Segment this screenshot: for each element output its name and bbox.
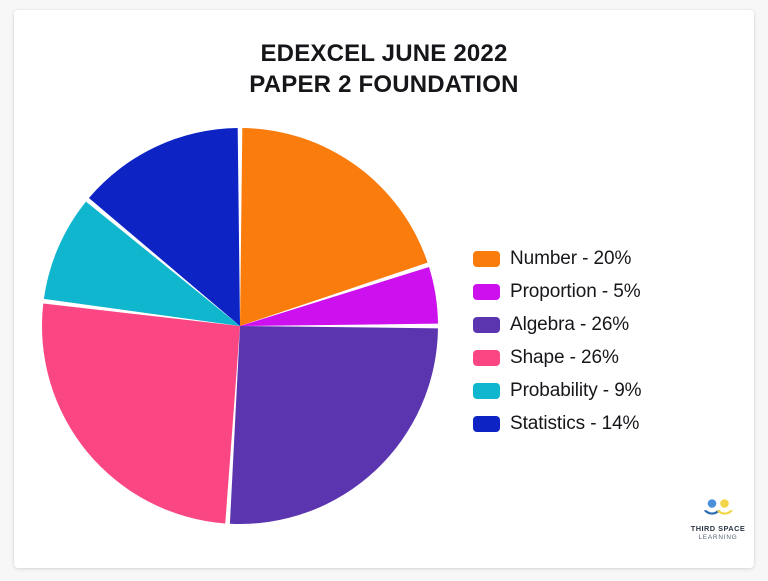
legend-swatch-shape	[473, 349, 500, 366]
legend-label-proportion: Proportion - 5%	[510, 280, 641, 302]
title-line-2: PAPER 2 FOUNDATION	[249, 71, 519, 98]
pie-chart	[30, 116, 450, 536]
third-space-learning-icon	[703, 499, 734, 515]
page-title: EDEXCEL JUNE 2022 PAPER 2 FOUNDATION	[14, 38, 754, 100]
legend-item-algebra[interactable]: Algebra - 26%	[473, 308, 723, 341]
pie-chart-svg	[41, 128, 438, 524]
legend-swatch-proportion	[473, 283, 500, 300]
pie-slice-proportion[interactable]	[240, 267, 438, 326]
legend-item-statistics[interactable]: Statistics - 14%	[473, 407, 723, 440]
pie-slice-shape[interactable]	[41, 303, 240, 524]
legend-label-statistics: Statistics - 14%	[510, 412, 640, 434]
legend-swatch-probability	[473, 382, 500, 399]
brand-subtitle: LEARNING	[698, 534, 738, 541]
pie-slice-probability[interactable]	[43, 201, 241, 326]
title-line-1: EDEXCEL JUNE 2022	[260, 40, 508, 67]
legend-item-probability[interactable]: Probability - 9%	[473, 374, 723, 407]
pie-slice-number[interactable]	[240, 128, 428, 326]
legend-label-number: Number - 20%	[510, 247, 632, 269]
legend-swatch-number	[473, 250, 500, 267]
legend-label-shape: Shape - 26%	[510, 346, 619, 368]
legend-item-shape[interactable]: Shape - 26%	[473, 341, 723, 374]
brand-name: THIRD SPACE	[690, 524, 746, 533]
brand-logo: THIRD SPACE LEARNING	[686, 496, 750, 552]
chart-card: EDEXCEL JUNE 2022 PAPER 2 FOUNDATION Num…	[14, 10, 754, 568]
pie-slice-statistics[interactable]	[88, 128, 240, 326]
legend-label-probability: Probability - 9%	[510, 379, 642, 401]
legend-swatch-statistics	[473, 415, 500, 432]
legend-label-algebra: Algebra - 26%	[510, 313, 630, 335]
legend-item-proportion[interactable]: Proportion - 5%	[473, 275, 723, 308]
legend-item-number[interactable]: Number - 20%	[473, 242, 723, 275]
chart-legend: Number - 20% Proportion - 5% Algebra - 2…	[473, 242, 723, 440]
pie-slice-algebra[interactable]	[229, 326, 438, 524]
legend-swatch-algebra	[473, 316, 500, 333]
